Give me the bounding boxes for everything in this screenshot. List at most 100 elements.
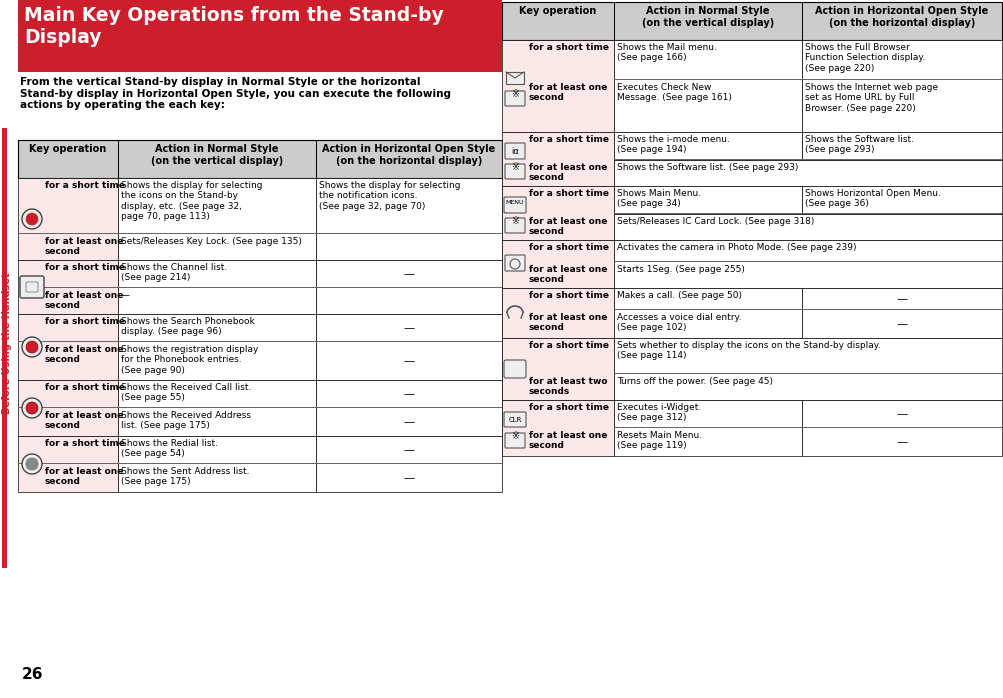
Text: for at least one
second: for at least one second [529, 265, 607, 284]
Bar [502, 186, 614, 240]
Text: —: — [896, 437, 907, 447]
Text: for at least one
second: for at least one second [529, 217, 607, 237]
Bar [614, 240, 1001, 288]
Circle shape [22, 209, 42, 229]
Bar [801, 288, 1001, 338]
Text: for a short time: for a short time [529, 135, 609, 144]
Bar [316, 314, 502, 380]
FancyBboxPatch shape [26, 282, 38, 292]
Text: for a short time: for a short time [529, 291, 609, 300]
Text: for a short time: for a short time [529, 43, 609, 52]
Text: Shows Horizontal Open Menu.
(See page 36): Shows Horizontal Open Menu. (See page 36… [804, 189, 940, 209]
Text: Shows the Search Phonebook
display. (See page 96): Shows the Search Phonebook display. (See… [121, 317, 255, 336]
Text: —: — [403, 269, 414, 279]
FancyBboxPatch shape [505, 433, 525, 448]
Text: Executes i-Widget.
(See page 312): Executes i-Widget. (See page 312) [617, 403, 700, 422]
Text: Shows the display for selecting
the icons on the Stand-by
display, etc. (See pag: Shows the display for selecting the icon… [121, 181, 262, 221]
Text: for a short time: for a short time [45, 181, 125, 190]
Circle shape [22, 337, 42, 357]
Bar [316, 380, 502, 436]
Text: Sets/Releases Key Lock. (See page 135): Sets/Releases Key Lock. (See page 135) [121, 237, 302, 246]
Text: Key operation: Key operation [29, 144, 106, 154]
Text: —: — [896, 409, 907, 419]
Bar [118, 314, 316, 380]
Text: for at least one
second: for at least one second [529, 83, 607, 103]
Bar [316, 178, 502, 260]
FancyBboxPatch shape [504, 360, 526, 378]
Text: Accesses a voice dial entry.
(See page 102): Accesses a voice dial entry. (See page 1… [617, 313, 741, 332]
Text: Shows the Software list. (See page 293): Shows the Software list. (See page 293) [617, 163, 797, 172]
FancyBboxPatch shape [505, 143, 525, 159]
Bar [614, 40, 801, 132]
Bar [18, 260, 118, 314]
FancyBboxPatch shape [505, 164, 525, 179]
Circle shape [26, 458, 38, 470]
Bar [801, 400, 1001, 456]
Text: Shows the display for selecting
the notification icons.
(See page 32, page 70): Shows the display for selecting the noti… [319, 181, 460, 211]
Bar [18, 0, 501, 72]
Text: —: — [403, 417, 414, 427]
Text: —: — [896, 294, 907, 304]
Bar [316, 436, 502, 492]
Text: for at least one
second: for at least one second [529, 431, 607, 450]
FancyBboxPatch shape [506, 72, 524, 84]
Text: Action in Normal Style
(on the vertical display): Action in Normal Style (on the vertical … [641, 6, 773, 28]
Text: for a short time: for a short time [45, 439, 125, 448]
Bar [614, 214, 1001, 240]
Text: for a short time: for a short time [529, 341, 609, 350]
Text: Shows the Sent Address list.
(See page 175): Shows the Sent Address list. (See page 1… [121, 467, 250, 487]
Text: Shows the Redial list.
(See page 54): Shows the Redial list. (See page 54) [121, 439, 218, 459]
Text: Shows the registration display
for the Phonebook entries.
(See page 90): Shows the registration display for the P… [121, 345, 258, 375]
Text: —: — [403, 389, 414, 399]
Bar [502, 132, 614, 186]
Text: Shows the i-mode menu.
(See page 194): Shows the i-mode menu. (See page 194) [617, 135, 729, 154]
Text: 26: 26 [22, 667, 43, 682]
Text: for at least one
second: for at least one second [529, 313, 607, 332]
Text: Before Using the Handset: Before Using the Handset [2, 272, 12, 414]
Text: —: — [403, 445, 414, 455]
Bar [502, 400, 614, 456]
Bar [18, 140, 501, 178]
Text: —: — [403, 356, 414, 366]
FancyBboxPatch shape [505, 218, 525, 233]
Text: Shows Main Menu.
(See page 34): Shows Main Menu. (See page 34) [617, 189, 700, 209]
Bar [118, 380, 316, 436]
Text: Shows the Channel list.
(See page 214): Shows the Channel list. (See page 214) [121, 263, 227, 283]
Text: Main Key Operations from the Stand-by
Display: Main Key Operations from the Stand-by Di… [24, 6, 443, 47]
Text: iα: iα [511, 147, 519, 156]
Text: —: — [121, 291, 129, 300]
Text: for at least one
second: for at least one second [529, 163, 607, 182]
Circle shape [26, 213, 38, 225]
Bar [614, 186, 801, 214]
Text: for a short time: for a short time [529, 189, 609, 198]
Bar [18, 436, 118, 492]
Text: CLR: CLR [508, 417, 522, 423]
Text: Shows the Internet web page
set as Home URL by Full
Browser. (See page 220): Shows the Internet web page set as Home … [804, 83, 937, 113]
Circle shape [26, 402, 38, 414]
Bar [801, 186, 1001, 214]
Text: for a short time: for a short time [45, 263, 125, 272]
Bar [118, 178, 316, 260]
Bar [801, 132, 1001, 160]
Text: Shows the Mail menu.
(See page 166): Shows the Mail menu. (See page 166) [617, 43, 716, 62]
Text: Executes Check New
Message. (See page 161): Executes Check New Message. (See page 16… [617, 83, 731, 103]
Bar [614, 400, 801, 456]
Text: Sets whether to display the icons on the Stand-by display.
(See page 114): Sets whether to display the icons on the… [617, 341, 880, 360]
Bar [118, 260, 316, 314]
FancyBboxPatch shape [20, 276, 44, 298]
FancyBboxPatch shape [505, 255, 525, 271]
Text: ※: ※ [511, 216, 519, 226]
Text: for a short time: for a short time [45, 383, 125, 392]
Text: for at least one
second: for at least one second [45, 291, 123, 311]
Text: for at least two
seconds: for at least two seconds [529, 377, 607, 396]
Bar [316, 260, 502, 314]
Bar [614, 132, 801, 160]
Text: MENU: MENU [506, 200, 524, 205]
Text: —: — [403, 323, 414, 333]
Bar [801, 40, 1001, 132]
FancyBboxPatch shape [505, 91, 525, 106]
Circle shape [22, 454, 42, 474]
Text: From the vertical Stand-by display in Normal Style or the horizontal
Stand-by di: From the vertical Stand-by display in No… [20, 77, 450, 110]
Bar [614, 288, 801, 338]
Bar [18, 314, 118, 380]
